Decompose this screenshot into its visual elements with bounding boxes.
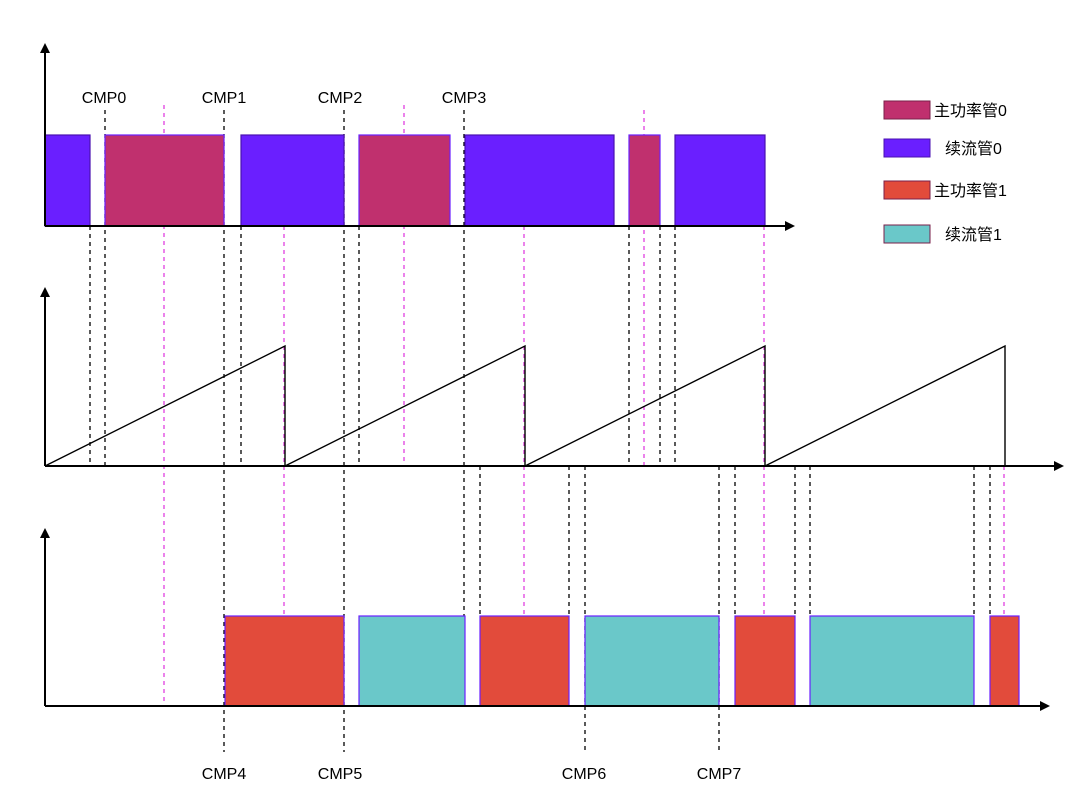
- cmp0-label: CMP0: [82, 90, 127, 107]
- channel1-axes: [40, 528, 1050, 711]
- legend-item-main1: 主功率管1: [883, 180, 1007, 200]
- channel1-pwm-row: [224, 615, 1020, 707]
- cmp6-label: CMP6: [562, 766, 607, 783]
- sawtooth-waveform: [44, 344, 1006, 468]
- legend-swatch-free1: [883, 224, 931, 244]
- cmp1-label: CMP1: [202, 90, 247, 107]
- channel0-block-main0: [628, 134, 661, 227]
- cmp2-label: CMP2: [318, 90, 363, 107]
- channel1-block-main1: [734, 615, 796, 707]
- cmp3-label: CMP3: [442, 90, 487, 107]
- compare-labels-top: CMP0 CMP1 CMP2 CMP3: [82, 90, 487, 107]
- legend-swatch-main0: [883, 100, 931, 120]
- legend: 主功率管0 续流管0 主功率管1 续流管1: [883, 100, 1007, 244]
- cmp7-label: CMP7: [697, 766, 742, 783]
- channel0-block-free0: [240, 134, 345, 227]
- legend-swatch-main1: [883, 180, 931, 200]
- cmp4-label: CMP4: [202, 766, 247, 783]
- legend-item-main0: 主功率管0: [883, 100, 1007, 120]
- legend-item-free1: 续流管1: [883, 224, 1002, 244]
- legend-swatch-free0: [883, 138, 931, 158]
- legend-item-free0: 续流管0: [883, 138, 1002, 158]
- channel0-block-free0: [464, 134, 615, 227]
- compare-labels-bottom: CMP4 CMP5 CMP6 CMP7: [202, 766, 742, 783]
- legend-label-free1: 续流管1: [945, 226, 1002, 244]
- channel1-block-main1: [479, 615, 570, 707]
- channel0-block-free0: [44, 134, 91, 227]
- cmp5-label: CMP5: [318, 766, 363, 783]
- counter-axes: [40, 287, 1064, 471]
- channel1-block-free1: [584, 615, 720, 707]
- channel0-pwm-row: [44, 134, 766, 227]
- channel1-block-main1: [224, 615, 345, 707]
- channel1-block-free1: [809, 615, 975, 707]
- channel0-axes: [40, 43, 795, 231]
- legend-label-free0: 续流管0: [945, 140, 1002, 158]
- channel0-block-free0: [674, 134, 766, 227]
- legend-label-main1: 主功率管1: [934, 182, 1007, 200]
- legend-label-main0: 主功率管0: [934, 102, 1007, 120]
- channel0-block-main0: [104, 134, 225, 227]
- channel1-block-free1: [358, 615, 466, 707]
- counter-sawtooth: [44, 344, 1006, 468]
- channel0-block-main0: [358, 134, 451, 227]
- channel1-block-main1: [989, 615, 1020, 707]
